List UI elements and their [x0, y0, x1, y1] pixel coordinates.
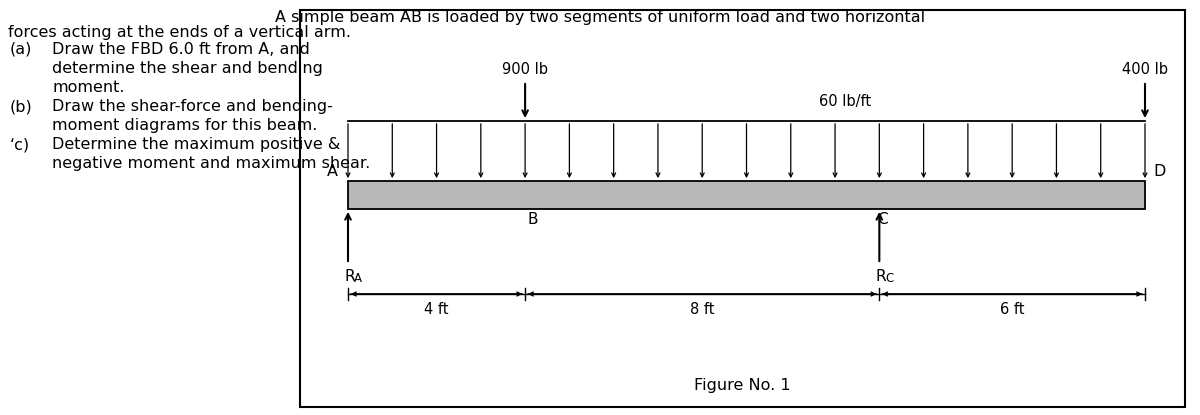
Text: 6 ft: 6 ft: [1000, 302, 1025, 317]
Text: moment diagrams for this beam.: moment diagrams for this beam.: [52, 118, 317, 133]
Text: C: C: [886, 272, 894, 285]
Text: Figure No. 1: Figure No. 1: [694, 378, 791, 393]
Text: forces acting at the ends of a vertical arm.: forces acting at the ends of a vertical …: [8, 25, 352, 40]
Text: 60 lb/ft: 60 lb/ft: [818, 94, 871, 109]
Text: 4 ft: 4 ft: [425, 302, 449, 317]
Text: B: B: [527, 212, 538, 227]
Text: A: A: [326, 164, 338, 179]
Bar: [348, 181, 1145, 209]
Text: D: D: [1153, 164, 1165, 179]
Text: R: R: [875, 269, 886, 284]
Text: negative moment and maximum shear.: negative moment and maximum shear.: [52, 156, 371, 171]
Text: (b): (b): [10, 99, 32, 114]
Text: 900 lb: 900 lb: [502, 62, 548, 77]
Text: Draw the FBD 6.0 ft from A, and: Draw the FBD 6.0 ft from A, and: [52, 42, 310, 57]
Bar: [300, 10, 1186, 407]
Text: A: A: [354, 272, 362, 285]
Text: A simple beam AB is loaded by two segments of uniform load and two horizontal: A simple beam AB is loaded by two segmen…: [275, 10, 925, 25]
Text: Draw the shear-force and bending-: Draw the shear-force and bending-: [52, 99, 332, 114]
Text: ‘c): ‘c): [10, 137, 30, 152]
Text: 400 lb: 400 lb: [1122, 62, 1168, 77]
Text: 8 ft: 8 ft: [690, 302, 714, 317]
Text: R: R: [344, 269, 355, 284]
Text: determine the shear and bending: determine the shear and bending: [52, 61, 323, 76]
Text: C: C: [877, 212, 888, 227]
Text: moment.: moment.: [52, 80, 125, 95]
Text: (a): (a): [10, 42, 32, 57]
Text: Determine the maximum positive &: Determine the maximum positive &: [52, 137, 341, 152]
